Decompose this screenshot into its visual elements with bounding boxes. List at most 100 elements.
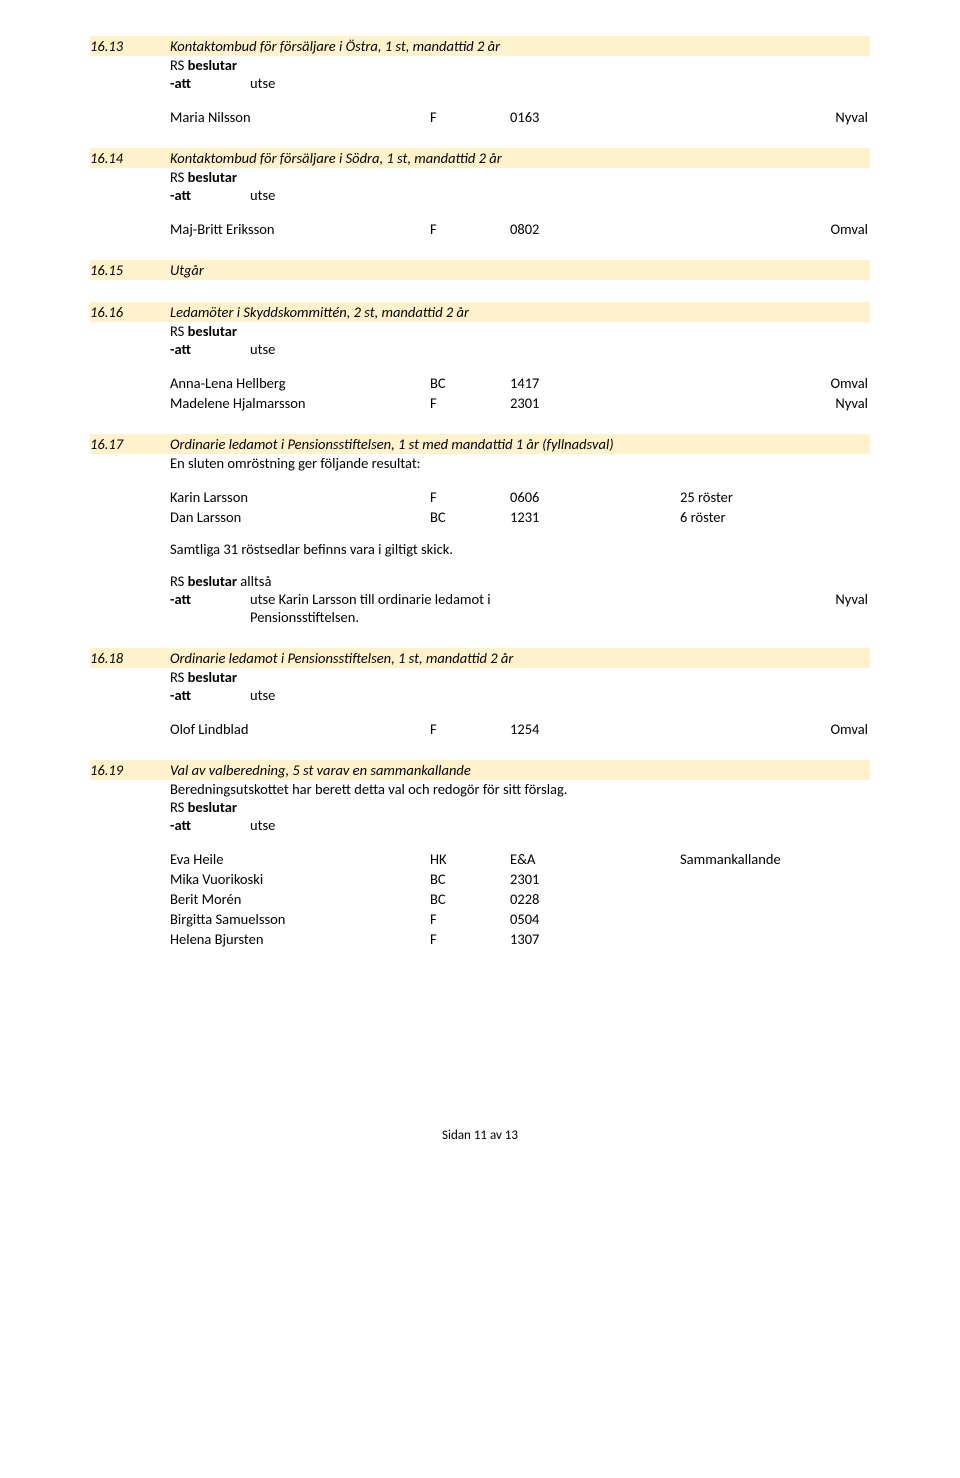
data-row: Karin Larsson F 0606 25 röster: [170, 488, 870, 506]
result: Omval: [680, 374, 870, 392]
number: 1254: [510, 720, 680, 738]
rows-16-16: Anna-Lena Hellberg BC 1417 Omval Madelen…: [170, 374, 870, 412]
rs-beslutar-label: RS beslutar: [170, 56, 870, 74]
page: 16.13 Kontaktombud för försäljare i Östr…: [0, 0, 960, 1183]
number: 0606: [510, 488, 680, 506]
rs-beslutar-block: RS beslutar -att utse: [170, 668, 870, 704]
decision-text: utse Karin Larsson till ordinarie ledamo…: [250, 590, 559, 626]
extra: [680, 930, 850, 948]
code: F: [430, 930, 510, 948]
extra: [680, 910, 850, 928]
code: HK: [430, 850, 510, 868]
att-label: -att: [170, 186, 191, 204]
data-row: Helena Bjursten F 1307: [170, 930, 870, 948]
att-label: -att: [170, 816, 191, 834]
section-title: Val av valberedning, 5 st varav en samma…: [170, 761, 870, 779]
page-footer: Sidan 11 av 13: [90, 1128, 870, 1143]
section-title: Ledamöter i Skyddskommittén, 2 st, manda…: [170, 303, 870, 321]
data-row: Maj-Britt Eriksson F 0802 Omval: [170, 220, 870, 238]
number: 1417: [510, 374, 680, 392]
section-title: Ordinarie ledamot i Pensionsstiftelsen, …: [170, 649, 870, 667]
section-number: 16.19: [90, 761, 170, 779]
number: 0163: [510, 108, 680, 126]
section-number: 16.16: [90, 303, 170, 321]
person-name: Mika Vuorikoski: [170, 870, 430, 888]
person-name: Anna-Lena Hellberg: [170, 374, 430, 392]
rs-beslutar-label: RS beslutar: [170, 798, 870, 816]
att-line: -att utse: [170, 186, 870, 204]
data-row: Dan Larsson BC 1231 6 röster: [170, 508, 870, 526]
code: F: [430, 720, 510, 738]
beslutar-bold: beslutar: [188, 572, 237, 590]
number: 0802: [510, 220, 680, 238]
section-number: 16.18: [90, 649, 170, 667]
decision-line: -att utse Karin Larsson till ordinarie l…: [170, 590, 870, 626]
code: BC: [430, 374, 510, 392]
utse-label: utse: [250, 186, 275, 204]
utse-label: utse: [250, 816, 275, 834]
data-row: Anna-Lena Hellberg BC 1417 Omval: [170, 374, 870, 392]
section-header-16-18: 16.18 Ordinarie ledamot i Pensionsstifte…: [90, 648, 870, 668]
beslutar-bold: beslutar: [188, 168, 237, 186]
rows-16-13: Maria Nilsson F 0163 Nyval: [170, 108, 870, 126]
vote-rows-16-17: Karin Larsson F 0606 25 röster Dan Larss…: [170, 488, 870, 526]
section-number: 16.14: [90, 149, 170, 167]
utse-label: utse: [250, 686, 275, 704]
section-header-16-16: 16.16 Ledamöter i Skyddskommittén, 2 st,…: [90, 302, 870, 322]
person-name: Eva Heile: [170, 850, 430, 868]
code: BC: [430, 870, 510, 888]
data-row: Olof Lindblad F 1254 Omval: [170, 720, 870, 738]
rows-16-18: Olof Lindblad F 1254 Omval: [170, 720, 870, 738]
section-number: 16.17: [90, 435, 170, 453]
person-name: Berit Morén: [170, 890, 430, 908]
note-16-19: Beredningsutskottet har berett detta val…: [170, 780, 870, 798]
section-header-16-19: 16.19 Val av valberedning, 5 st varav en…: [90, 760, 870, 780]
post-note-16-17: Samtliga 31 röstsedlar befinns vara i gi…: [170, 540, 870, 558]
person-name: Helena Bjursten: [170, 930, 430, 948]
att-line: -att utse: [170, 686, 870, 704]
att-line: -att utse: [170, 340, 870, 358]
att-line: -att utse: [170, 816, 870, 834]
number: 1307: [510, 930, 680, 948]
code: F: [430, 108, 510, 126]
code: BC: [430, 508, 510, 526]
section-number: 16.15: [90, 261, 170, 279]
att-line: -att utse: [170, 74, 870, 92]
number: E&A: [510, 850, 680, 868]
extra: Sammankallande: [680, 850, 850, 868]
section-header-16-14: 16.14 Kontaktombud för försäljare i Södr…: [90, 148, 870, 168]
rs-beslutar-label: RS beslutar: [170, 168, 870, 186]
code: BC: [430, 890, 510, 908]
utse-label: utse: [250, 340, 275, 358]
person-name: Maj-Britt Eriksson: [170, 220, 430, 238]
rs-beslutar-block: RS beslutar -att utse: [170, 56, 870, 92]
code: F: [430, 394, 510, 412]
result: Omval: [680, 220, 870, 238]
section-header-16-15: 16.15 Utgår: [90, 260, 870, 280]
beslutar-bold: beslutar: [188, 668, 237, 686]
extra: [680, 870, 850, 888]
result: Nyval: [559, 590, 870, 626]
rs-beslutar-label: RS beslutar: [170, 668, 870, 686]
rs-beslutar-alltsa-label: RS beslutar alltså: [170, 572, 870, 590]
section-number: 16.13: [90, 37, 170, 55]
number: 2301: [510, 870, 680, 888]
section-title: Kontaktombud för försäljare i Östra, 1 s…: [170, 37, 870, 55]
code: F: [430, 488, 510, 506]
data-row: Eva Heile HK E&A Sammankallande: [170, 850, 870, 868]
att-label: -att: [170, 74, 191, 92]
section-header-16-17: 16.17 Ordinarie ledamot i Pensionsstifte…: [90, 434, 870, 454]
result: Nyval: [680, 108, 870, 126]
section-header-16-13: 16.13 Kontaktombud för försäljare i Östr…: [90, 36, 870, 56]
att-label: -att: [170, 686, 191, 704]
att-label: -att: [170, 340, 191, 358]
rs-beslutar-alltsa-block: RS beslutar alltså -att utse Karin Larss…: [170, 572, 870, 626]
data-row: Mika Vuorikoski BC 2301: [170, 870, 870, 888]
person-name: Olof Lindblad: [170, 720, 430, 738]
person-name: Karin Larsson: [170, 488, 430, 506]
number: 0228: [510, 890, 680, 908]
number: 0504: [510, 910, 680, 928]
utse-label: utse: [250, 74, 275, 92]
code: F: [430, 910, 510, 928]
data-row: Berit Morén BC 0228: [170, 890, 870, 908]
